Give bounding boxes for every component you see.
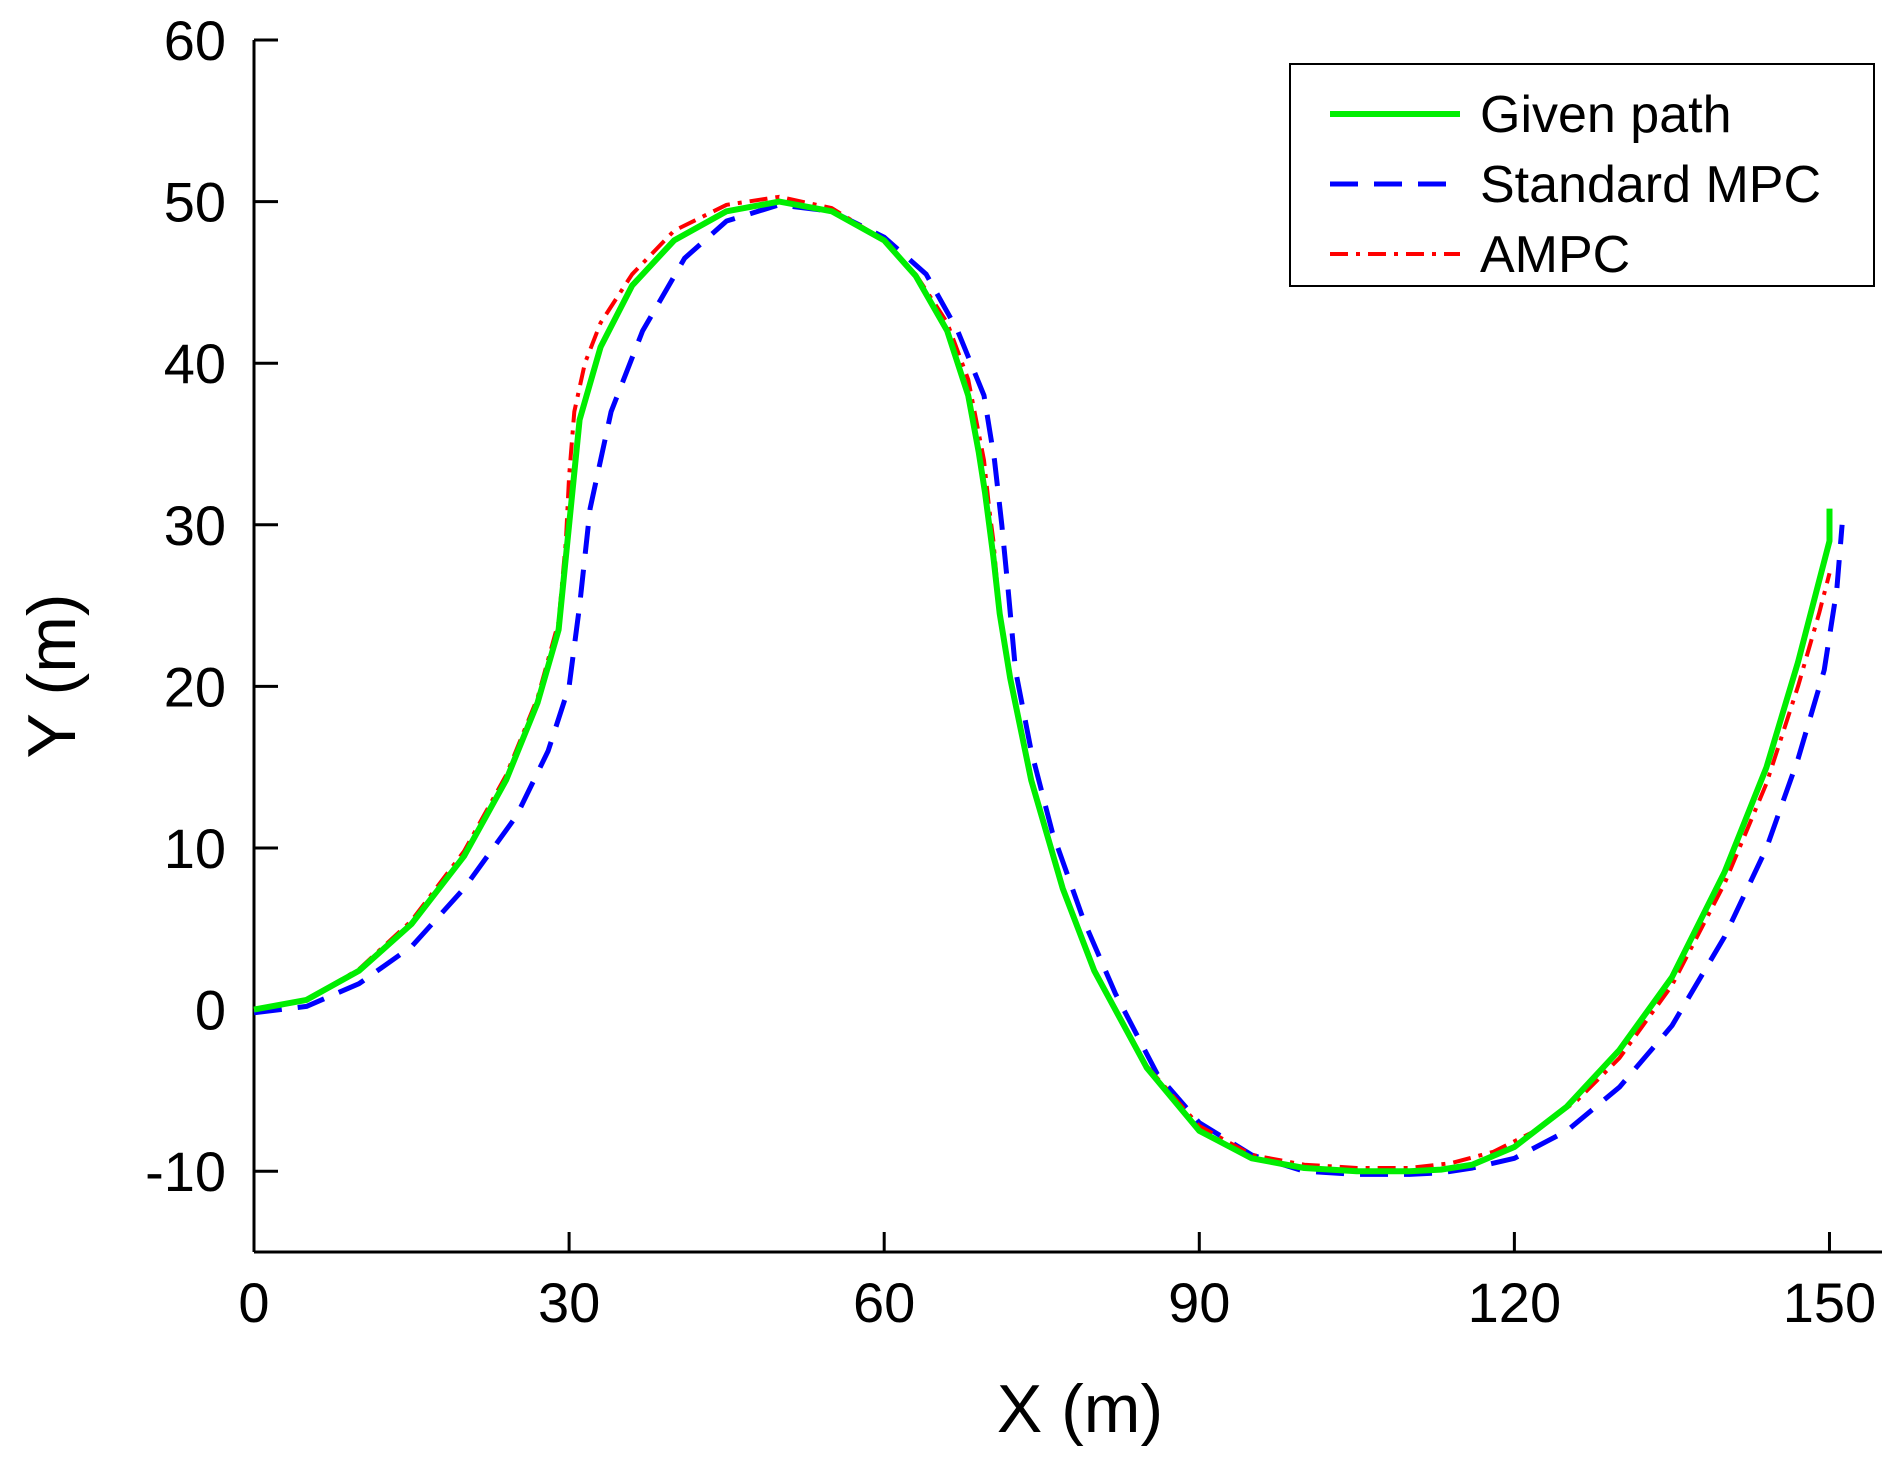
legend: Given path Standard MPC AMPC — [1289, 63, 1875, 287]
x-axis-label: X (m) — [997, 1371, 1163, 1447]
x-tick-label: 0 — [238, 1271, 269, 1334]
x-tick-label: 150 — [1783, 1271, 1876, 1334]
y-tick-label: 50 — [164, 171, 226, 234]
y-tick-label: 60 — [164, 9, 226, 72]
series-group — [253, 194, 1845, 1177]
y-tick-label: 0 — [195, 979, 226, 1042]
legend-label: AMPC — [1480, 226, 1630, 284]
legend-label: Standard MPC — [1480, 156, 1821, 214]
x-tick-label: 120 — [1468, 1271, 1561, 1334]
axes: 0 30 60 90 120 150 -10 0 10 20 30 40 50 60 — [145, 9, 1882, 1334]
y-axis-label: Y (m) — [14, 594, 90, 759]
legend-label: Given path — [1480, 86, 1732, 144]
y-tick-label: -10 — [145, 1140, 226, 1203]
x-tick-label: 90 — [1168, 1271, 1230, 1334]
series-line-standard-mpc — [253, 202, 1845, 1177]
y-tick-label: 10 — [164, 817, 226, 880]
y-tick-label: 30 — [164, 494, 226, 557]
series-line-ampc — [253, 194, 1832, 1170]
series-line-given-path — [253, 198, 1833, 1175]
legend-box — [1289, 63, 1875, 287]
x-tick-label: 30 — [538, 1271, 600, 1334]
y-tick-label: 40 — [164, 332, 226, 395]
x-tick-label: 60 — [853, 1271, 915, 1334]
y-tick-label: 20 — [164, 655, 226, 718]
